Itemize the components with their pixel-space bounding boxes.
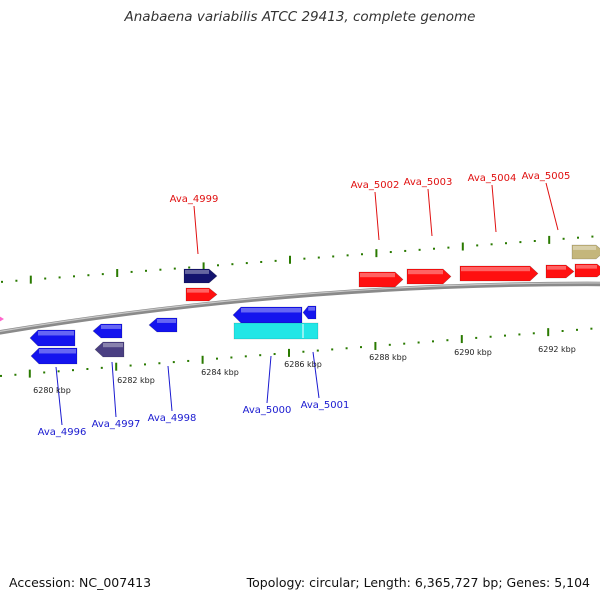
map-title: Anabaena variabilis ATCC 29413, complete…: [124, 9, 476, 25]
gene-label[interactable]: Ava_4997: [92, 419, 141, 430]
coordinate-label: 6286 kbp: [284, 360, 322, 369]
forward-gene-arrow[interactable]: [358, 271, 404, 288]
gene-label[interactable]: Ava_4998: [148, 413, 197, 424]
label-leader-line: [111, 361, 117, 418]
label-leader-line: [55, 366, 63, 426]
forward-genes: Ava_4999 Ava_5002 Ava_5003 Ava_5004 Ava_5005: [170, 171, 600, 302]
coordinate-label: 6280 kbp: [33, 386, 71, 395]
reverse-genes: Ava_4996 Ava_4997 Ava_4998 Ava_5000 Ava_5001: [29, 305, 350, 438]
reverse-gene-block[interactable]: [233, 322, 319, 340]
coordinate-label: 6290 kbp: [454, 348, 492, 357]
coordinate-label: 6292 kbp: [538, 345, 576, 354]
forward-gene-arrow[interactable]: [545, 264, 575, 279]
reverse-gene-arrow[interactable]: [232, 306, 303, 324]
genome-backbone: [0, 281, 600, 335]
forward-gene-arrow[interactable]: [185, 287, 218, 302]
label-leader-line: [193, 205, 199, 255]
reverse-gene-arrow[interactable]: [29, 329, 76, 347]
forward-gene-arrow[interactable]: [183, 268, 218, 284]
reverse-gene-arrow[interactable]: [94, 341, 125, 358]
reverse-gene-arrow[interactable]: [92, 323, 123, 339]
pink-gene-fragment[interactable]: [0, 313, 4, 325]
label-leader-line: [312, 351, 320, 399]
label-leader-line: [491, 184, 497, 233]
gene-label[interactable]: Ava_5005: [522, 171, 571, 182]
coordinate-label: 6284 kbp: [201, 368, 239, 377]
reverse-tick-track: [0, 327, 593, 378]
gene-label[interactable]: Ava_5002: [351, 180, 400, 191]
coordinate-label: 6288 kbp: [369, 353, 407, 362]
forward-gene-arrow[interactable]: [459, 265, 539, 282]
label-leader-line: [427, 188, 433, 237]
reverse-gene-arrow[interactable]: [148, 317, 178, 333]
genome-stats-text: Topology: circular; Length: 6,365,727 bp…: [246, 575, 590, 590]
label-leader-line: [545, 182, 559, 231]
gene-label[interactable]: Ava_5000: [243, 405, 292, 416]
gene-label[interactable]: Ava_5003: [404, 177, 453, 188]
label-leader-line: [266, 355, 272, 404]
forward-gene-arrow[interactable]: [406, 268, 452, 285]
coordinate-label: 6282 kbp: [117, 376, 155, 385]
gene-label[interactable]: Ava_5004: [468, 173, 517, 184]
label-leader-line: [374, 191, 380, 241]
reverse-gene-arrow[interactable]: [302, 305, 317, 320]
label-leader-line: [167, 365, 173, 412]
gene-label[interactable]: Ava_4999: [170, 194, 219, 205]
gene-label[interactable]: Ava_5001: [301, 400, 350, 411]
forward-gene-arrow[interactable]: [571, 244, 600, 260]
coordinate-labels: 6280 kbp 6282 kbp 6284 kbp 6286 kbp 6288 kbp…: [33, 345, 576, 395]
reverse-gene-arrow[interactable]: [30, 347, 78, 365]
gene-label[interactable]: Ava_4996: [38, 427, 87, 438]
accession-text: Accession: NC_007413: [9, 575, 152, 590]
forward-gene-arrow[interactable]: [574, 263, 600, 278]
forward-tick-track: [1, 235, 594, 284]
